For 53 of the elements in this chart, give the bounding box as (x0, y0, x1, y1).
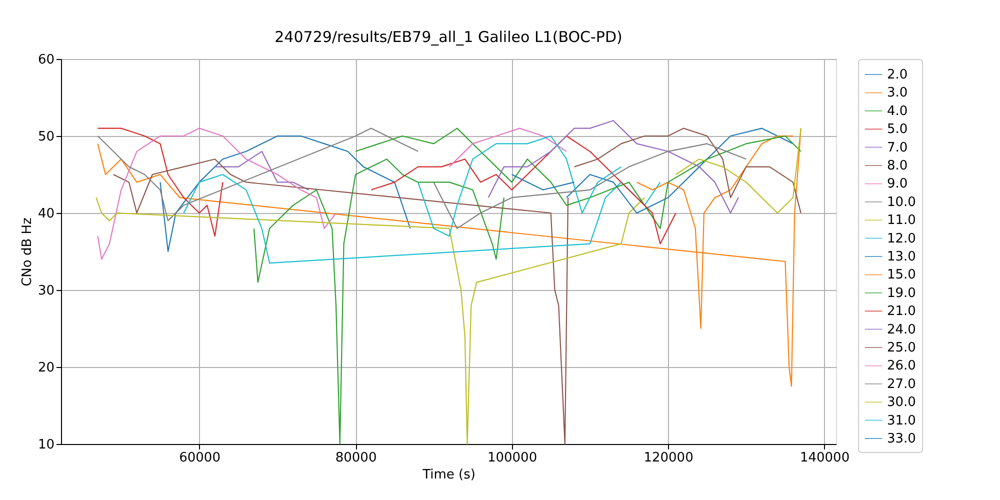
x-tick-label: 140000 (800, 450, 850, 466)
legend-label: 12.0 (887, 231, 916, 246)
y-tick-label: 50 (38, 130, 54, 144)
legend-label: 5.0 (887, 122, 908, 138)
line-series (433, 143, 747, 229)
y-tick-label: 60 (38, 52, 54, 68)
legend-label: 27.0 (887, 376, 916, 392)
legend-label: 11.0 (887, 213, 916, 228)
y-tick-label: 30 (38, 284, 54, 298)
x-axis-title: Time (s) (422, 468, 476, 482)
y-tick-label: 40 (38, 206, 54, 222)
legend-label: 10.0 (887, 194, 916, 210)
y-axis-title: CNo dB Hz (20, 217, 35, 286)
legend-label: 21.0 (887, 304, 916, 320)
legend-label: 2.0 (887, 68, 908, 82)
line-series (675, 128, 802, 214)
line-series (636, 135, 794, 330)
legend-label: 7.0 (887, 140, 908, 156)
legend-label: 19.0 (887, 286, 916, 301)
chart-title: 240729/results/EB79_all_1 Galileo L1(BOC-PD) (274, 28, 622, 46)
x-tick-label: 120000 (644, 450, 694, 466)
line-series (253, 158, 505, 445)
line-series (370, 135, 676, 244)
legend-label: 30.0 (887, 395, 916, 410)
legend-label: 33.0 (887, 432, 916, 446)
line-series (417, 135, 622, 237)
legend-label: 4.0 (887, 104, 908, 119)
legend-label: 9.0 (887, 176, 908, 192)
legend-label: 13.0 (887, 250, 916, 264)
legend-label: 31.0 (887, 413, 916, 428)
legend-label: 8.0 (887, 158, 908, 174)
legend-label: 25.0 (887, 340, 916, 356)
line-series (160, 135, 411, 252)
line-series (97, 128, 419, 222)
y-tick-label: 20 (38, 360, 54, 376)
x-tick-label: 100000 (487, 450, 538, 466)
legend-label: 24.0 (887, 322, 916, 338)
line-series (214, 150, 310, 190)
x-tick-label: 80000 (335, 450, 377, 466)
line-series (97, 128, 337, 260)
y-tick-label: 10 (38, 438, 54, 452)
line-series (97, 128, 802, 387)
legend-label: 3.0 (887, 86, 908, 101)
line-series (112, 158, 569, 445)
legend-label: 15.0 (887, 268, 916, 283)
line-series (354, 128, 802, 229)
legend-label: 26.0 (887, 358, 916, 374)
line-series (183, 174, 661, 264)
x-tick-label: 60000 (179, 450, 220, 466)
line-series (96, 197, 646, 445)
line-series (97, 128, 224, 237)
line-series (488, 120, 739, 214)
line-series (448, 128, 568, 168)
